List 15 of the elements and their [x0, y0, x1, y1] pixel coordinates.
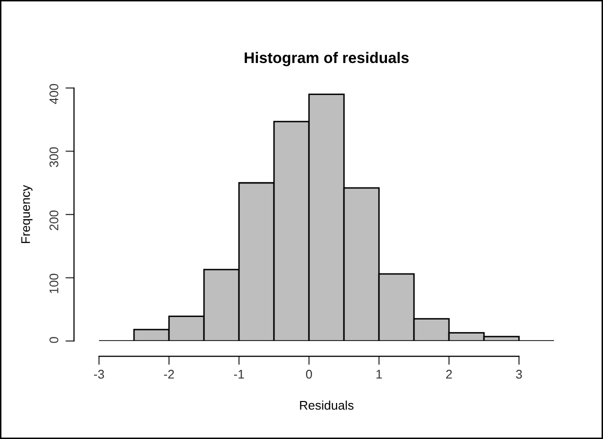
x-tick-label: 2	[446, 370, 452, 379]
y-axis-title: Frequency	[21, 184, 32, 243]
x-tick-label: 1	[376, 370, 382, 379]
y-tick-label: 300	[49, 147, 58, 168]
x-tick-label: 0	[306, 370, 312, 379]
x-tick-label: -1	[234, 370, 244, 379]
y-tick-label: 400	[49, 84, 58, 104]
x-tick-label: -2	[164, 370, 174, 379]
y-tick-label: 200	[49, 210, 58, 230]
x-tick-label: 3	[516, 370, 522, 379]
x-tick-label: -3	[94, 370, 104, 379]
y-tick-label: 100	[49, 274, 58, 294]
chart-title: Histogram of residuals	[244, 52, 409, 66]
y-tick-label: 0	[49, 336, 58, 343]
x-axis-title: Residuals	[300, 400, 354, 410]
